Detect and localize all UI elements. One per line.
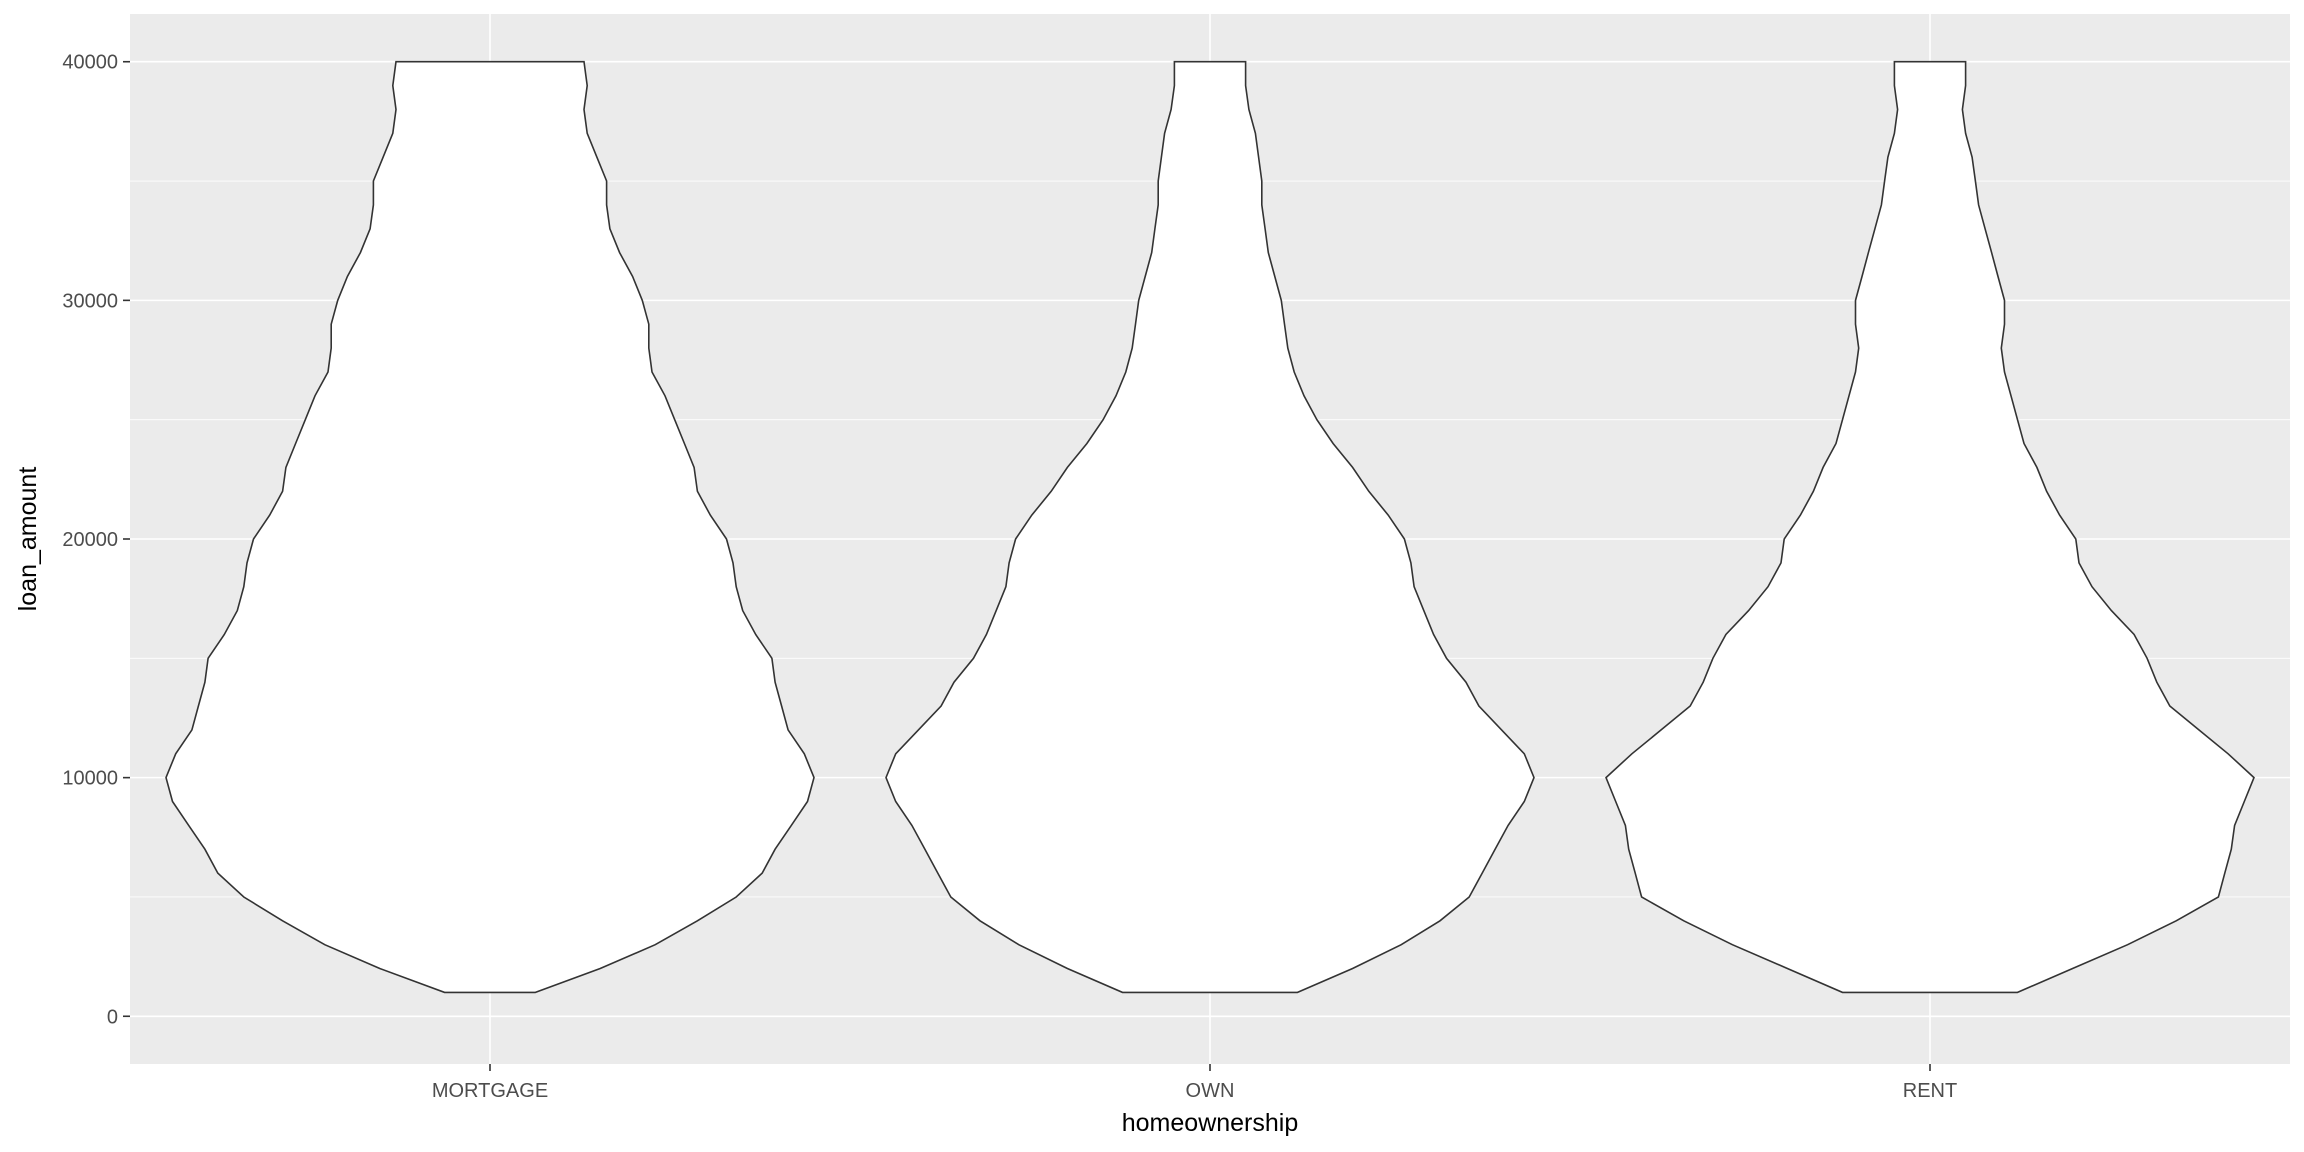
violin-own — [885, 60, 1535, 994]
x-tick-label: OWN — [1186, 1080, 1235, 1102]
y-axis-title: loan_amount — [14, 467, 42, 612]
violins — [165, 60, 2255, 994]
y-axis-ticks: 0 10000 20000 30000 40000 — [62, 52, 130, 1028]
x-axis-ticks: MORTGAGE OWN RENT — [432, 1064, 1957, 1102]
y-tick-label: 0 — [107, 1006, 118, 1028]
y-tick-label: 10000 — [62, 768, 118, 790]
violin-mortgage — [165, 60, 815, 994]
y-tick-label: 30000 — [62, 290, 118, 312]
x-tick-label: MORTGAGE — [432, 1080, 548, 1102]
x-tick-label: RENT — [1903, 1080, 1957, 1102]
x-axis-title: homeownership — [1122, 1109, 1299, 1137]
y-tick-label: 20000 — [62, 529, 118, 551]
violin-rent — [1605, 60, 2255, 994]
y-tick-label: 40000 — [62, 52, 118, 74]
